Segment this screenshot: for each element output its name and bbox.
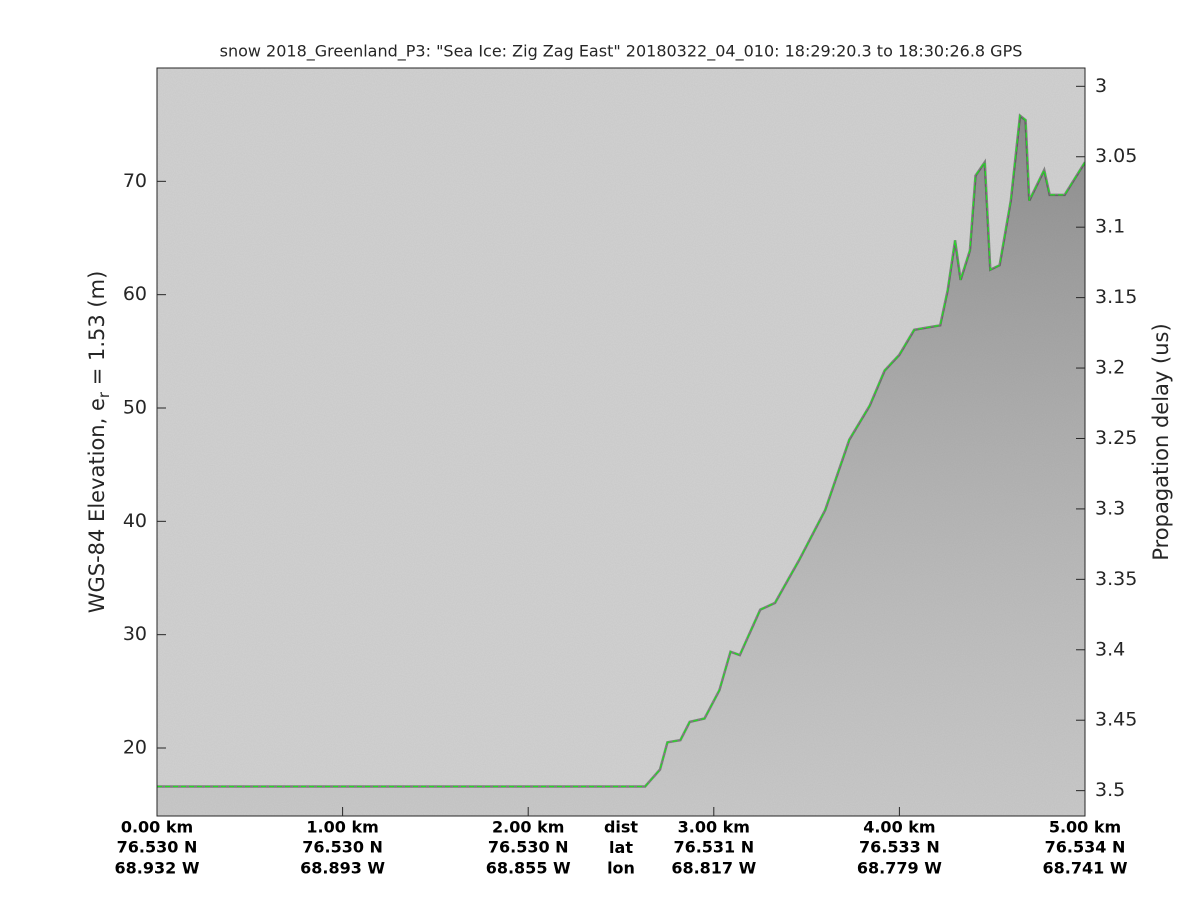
surface-trace [157, 114, 1085, 788]
lon-label: 68.932 W [115, 859, 200, 878]
y2-tick-label: 3.1 [1095, 216, 1125, 238]
lat-label: 76.530 N [488, 838, 569, 857]
lat-label: 76.534 N [1045, 838, 1126, 857]
y-axis-label: WGS-84 Elevation, er = 1.53 (m) [85, 271, 113, 614]
x-tick-label: 1.00 km [306, 818, 378, 837]
lat-label: 76.530 N [117, 838, 198, 857]
y-tick-label: 30 [123, 623, 147, 645]
x-tick-label: 3.00 km [678, 818, 750, 837]
lon-label: 68.855 W [486, 859, 571, 878]
lat-label: 76.531 N [673, 838, 754, 857]
x-tick-label: 5.00 km [1049, 818, 1121, 837]
y2-tick-label: 3 [1095, 75, 1107, 97]
y-label-rest: = 1.53 (m) [85, 271, 109, 392]
row-label: lon [607, 859, 635, 878]
lat-label: 76.530 N [302, 838, 383, 857]
y-tick-label: 70 [123, 170, 147, 192]
y2-tick-label: 3.35 [1095, 568, 1137, 590]
y-tick-label: 60 [123, 283, 147, 305]
y-label-main: WGS-84 Elevation, e [85, 398, 109, 613]
lat-label: 76.533 N [859, 838, 940, 857]
y2-tick-label: 3.4 [1095, 638, 1125, 660]
lon-label: 68.817 W [671, 859, 756, 878]
row-label: lat [609, 838, 633, 857]
y2-tick-label: 3.15 [1095, 286, 1137, 308]
y-label-subscript: r [95, 391, 113, 398]
chart-title: snow 2018_Greenland_P3: "Sea Ice: Zig Za… [220, 42, 1023, 62]
lon-label: 68.893 W [300, 859, 385, 878]
y-tick-label: 20 [123, 737, 147, 759]
axes-box [156, 67, 1086, 817]
x-tick-label: 0.00 km [121, 818, 193, 837]
y2-tick-label: 3.05 [1095, 145, 1137, 167]
y2-tick-label: 3.5 [1095, 779, 1125, 801]
x-tick-label: 4.00 km [863, 818, 935, 837]
y2-tick-label: 3.2 [1095, 357, 1125, 379]
y2-tick-label: 3.25 [1095, 427, 1137, 449]
y-tick-label: 50 [123, 397, 147, 419]
y2-tick-label: 3.45 [1095, 709, 1137, 731]
y-tick-label: 40 [123, 510, 147, 532]
row-label: dist [604, 818, 638, 837]
y2-tick-label: 3.3 [1095, 497, 1125, 519]
x-tick-label: 2.00 km [492, 818, 564, 837]
lon-label: 68.779 W [857, 859, 942, 878]
subsurface-echo [157, 115, 1085, 816]
lon-label: 68.741 W [1043, 859, 1128, 878]
y2-axis-label: Propagation delay (us) [1149, 323, 1173, 560]
plot-area [157, 113, 1085, 816]
